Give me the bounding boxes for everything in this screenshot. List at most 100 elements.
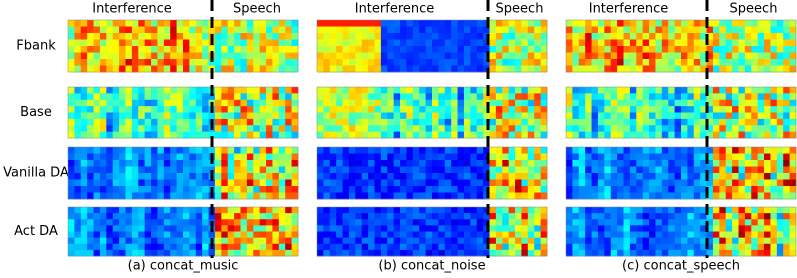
heatmap-cell: [502, 20, 509, 27]
heatmap-cell: [732, 53, 739, 60]
heatmap-cell: [81, 106, 88, 113]
heatmap-cell: [790, 213, 797, 220]
heatmap-cell: [126, 33, 133, 40]
heatmap-cell: [528, 225, 535, 232]
heatmap-cell: [202, 20, 209, 27]
heatmap-cell: [745, 20, 752, 27]
heatmap-cell: [375, 180, 382, 187]
heatmap-cell: [260, 147, 267, 154]
heatmap-cell: [739, 225, 746, 232]
heatmap-cell: [202, 53, 209, 60]
heatmap-cell: [317, 93, 324, 100]
heatmap-cell: [636, 238, 643, 245]
heatmap-cell: [113, 244, 120, 251]
heatmap-cell: [292, 167, 299, 174]
heatmap-cell: [387, 232, 394, 239]
heatmap-cell: [368, 113, 375, 120]
heatmap-cell: [215, 244, 222, 251]
heatmap-cell: [330, 173, 337, 180]
heatmap-cell: [336, 250, 343, 257]
heatmap-cell: [624, 93, 631, 100]
heatmap-cell: [432, 93, 439, 100]
heatmap-cell: [145, 59, 152, 66]
heatmap-cell: [521, 160, 528, 167]
heatmap-cell: [151, 100, 158, 107]
heatmap-cell: [496, 238, 503, 245]
heatmap-cell: [164, 66, 171, 73]
heatmap-cell: [247, 20, 254, 27]
heatmap-cell: [68, 173, 75, 180]
heatmap-cell: [336, 244, 343, 251]
heatmap-cell: [694, 244, 701, 251]
heatmap-cell: [515, 106, 522, 113]
heatmap-cell: [266, 160, 273, 167]
heatmap-cell: [438, 53, 445, 60]
heatmap-cell: [777, 125, 784, 132]
heatmap-cell: [406, 20, 413, 27]
heatmap-cell: [381, 219, 388, 226]
heatmap-cell: [604, 232, 611, 239]
heatmap-cell: [241, 66, 248, 73]
heatmap-cell: [241, 33, 248, 40]
heatmap-cell: [241, 119, 248, 126]
heatmap-cell: [419, 167, 426, 174]
heatmap-cell: [387, 66, 394, 73]
heatmap-cell: [675, 219, 682, 226]
heatmap-cell: [790, 250, 797, 257]
heatmap-cell: [777, 132, 784, 139]
heatmap-cell: [777, 46, 784, 53]
heatmap-cell: [713, 167, 720, 174]
heatmap-cell: [655, 238, 662, 245]
heatmap-cell: [624, 59, 631, 66]
heatmap-cell: [458, 119, 465, 126]
heatmap-cell: [406, 219, 413, 226]
heatmap-cell: [496, 87, 503, 94]
heatmap-cell: [509, 132, 516, 139]
heatmap-cell: [572, 125, 579, 132]
heatmap-cell: [394, 93, 401, 100]
heatmap-cell: [745, 125, 752, 132]
heatmap-cell: [770, 213, 777, 220]
heatmap-cell: [477, 180, 484, 187]
heatmap-cell: [585, 244, 592, 251]
heatmap-cell: [215, 238, 222, 245]
heatmap-cell: [694, 132, 701, 139]
heatmap-cell: [477, 46, 484, 53]
heatmap-cell: [87, 106, 94, 113]
heatmap-cell: [617, 100, 624, 107]
heatmap-cell: [521, 87, 528, 94]
heatmap-cell: [343, 87, 350, 94]
heatmap-cell: [189, 225, 196, 232]
heatmap-cell: [170, 46, 177, 53]
heatmap-cell: [151, 132, 158, 139]
heatmap-cell: [234, 244, 241, 251]
heatmap-cell: [528, 100, 535, 107]
heatmap-cell: [406, 100, 413, 107]
heatmap-cell: [279, 93, 286, 100]
heatmap-cell: [534, 219, 541, 226]
heatmap-cell: [528, 53, 535, 60]
heatmap-cell: [336, 186, 343, 193]
heatmap-cell: [285, 66, 292, 73]
heatmap-cell: [432, 132, 439, 139]
heatmap-cell: [145, 20, 152, 27]
heatmap-cell: [751, 160, 758, 167]
heatmap-cell: [215, 100, 222, 107]
heatmap-cell: [292, 173, 299, 180]
heatmap-cell: [643, 100, 650, 107]
heatmap-cell: [643, 113, 650, 120]
heatmap-cell: [726, 27, 733, 34]
heatmap-cell: [515, 207, 522, 214]
heatmap-cell: [170, 244, 177, 251]
heatmap-cell: [196, 250, 203, 257]
heatmap-cell: [113, 167, 120, 174]
heatmap-cell: [764, 238, 771, 245]
heatmap-cell: [643, 132, 650, 139]
heatmap-cell: [74, 53, 81, 60]
heatmap-cell: [643, 219, 650, 226]
heatmap-cell: [675, 87, 682, 94]
heatmap-cell: [649, 147, 656, 154]
heatmap-cell: [541, 219, 548, 226]
heatmap-cell: [221, 40, 228, 47]
heatmap-cell: [164, 238, 171, 245]
